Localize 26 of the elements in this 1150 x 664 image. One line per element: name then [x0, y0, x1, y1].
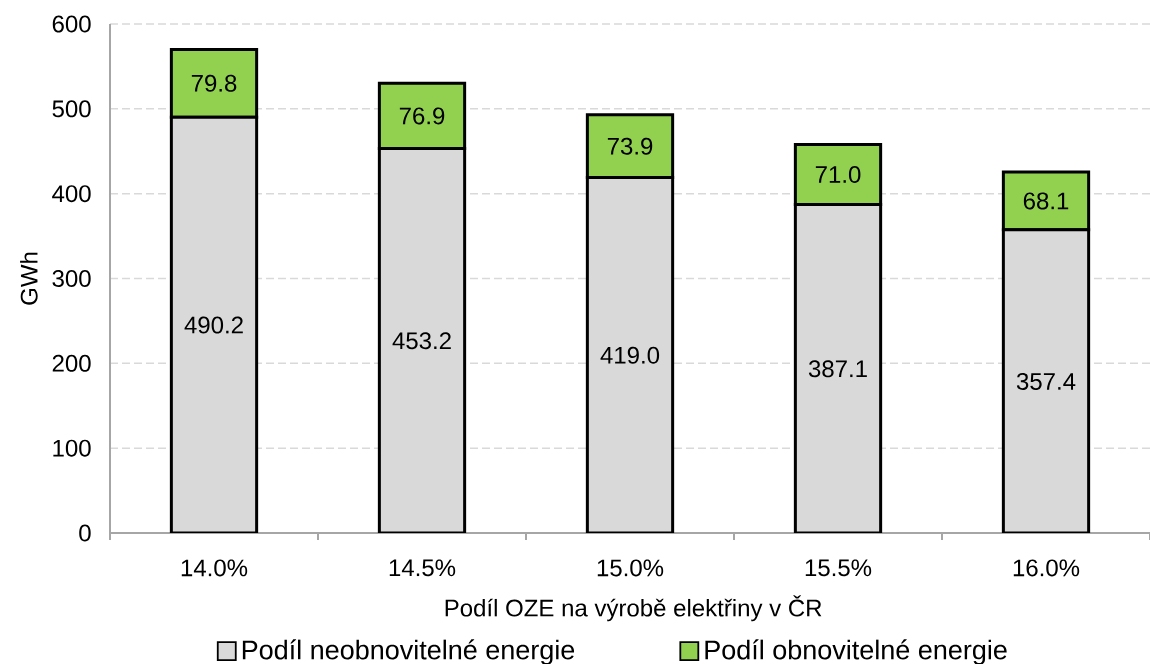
x-tick-label: 15.0%: [597, 559, 664, 577]
legend-label: Podíl neobnovitelné energie: [242, 639, 575, 664]
x-tick-label: 16.0%: [1013, 559, 1080, 577]
data-label: 453.2: [392, 332, 451, 350]
data-label: 68.1: [1023, 192, 1069, 210]
data-label: 387.1: [808, 360, 867, 378]
data-label: 73.9: [607, 137, 653, 155]
x-tick-label: 14.0%: [181, 559, 248, 577]
data-label: 490.2: [184, 316, 243, 334]
y-tick-label: 600: [52, 15, 91, 33]
data-label: 76.9: [399, 107, 445, 125]
x-axis-title: Podíl OZE na výrobě elektřiny v ČR: [445, 595, 822, 622]
y-tick-label: 500: [52, 100, 91, 118]
y-tick-label: 0: [79, 524, 91, 542]
legend-label: Podíl obnovitelné energie: [705, 639, 1007, 664]
y-tick-label: 400: [52, 185, 91, 203]
x-tick-label: 15.5%: [805, 559, 872, 577]
data-label: 357.4: [1016, 372, 1076, 390]
y-tick-label: 200: [52, 354, 91, 372]
data-label: 79.8: [191, 74, 237, 92]
data-label: 419.0: [600, 346, 660, 364]
y-tick-label: 100: [53, 439, 91, 457]
x-tick-label: 14.5%: [389, 559, 456, 577]
data-label: 71.0: [815, 166, 861, 183]
y-axis-title: GWh: [20, 252, 38, 305]
y-tick-label: 300: [52, 270, 91, 287]
